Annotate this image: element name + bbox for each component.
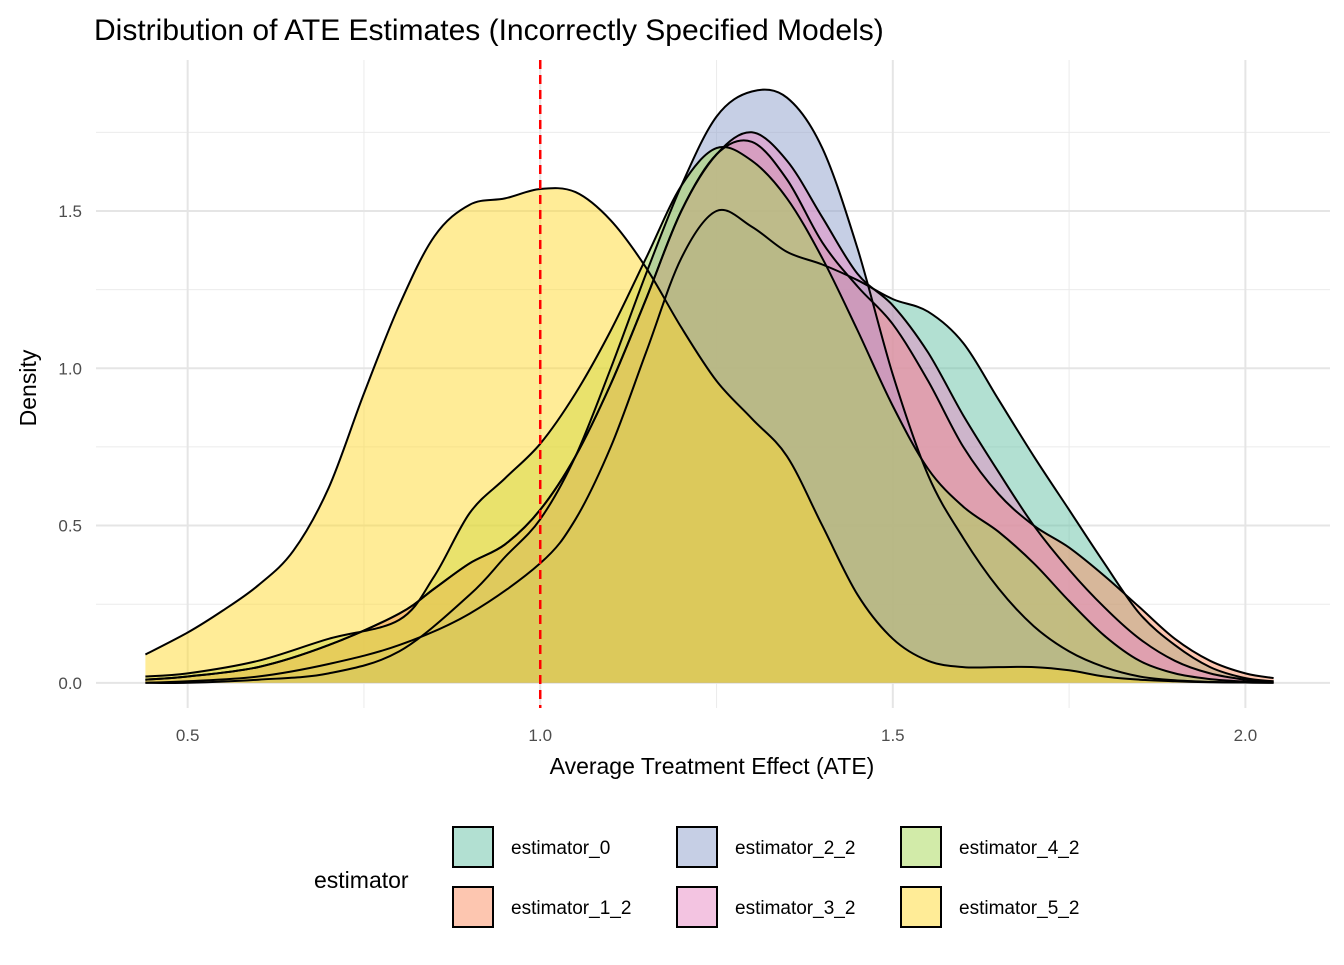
- legend: estimator estimator_0 estimator_1_2 estima…: [314, 826, 1079, 928]
- legend-label-estimator_0: estimator_0: [511, 838, 610, 859]
- legend-swatch-estimator_1_2: [452, 886, 494, 928]
- density-outline-estimator_3_2: [145, 131, 1274, 683]
- legend-label-estimator_4_2: estimator_4_2: [959, 838, 1079, 859]
- legend-title: estimator: [314, 867, 409, 893]
- legend-swatch-estimator_4_2: [900, 826, 942, 868]
- density-outline-estimator_5_2: [144, 187, 1274, 684]
- x-tick-label: 1.0: [528, 726, 552, 745]
- legend-swatch-estimator_2_2: [676, 826, 718, 868]
- axis-tick-labels: 0.5 1.0 1.5 2.0 0.0 0.5 1.0 1.5: [58, 202, 1257, 745]
- y-tick-label: 0.5: [58, 517, 82, 536]
- density-area-estimator_5_2: [145, 188, 1274, 683]
- chart-title: Distribution of ATE Estimates (Incorrect…: [94, 14, 884, 47]
- x-tick-label: 0.5: [176, 726, 200, 745]
- density-outline-estimator_0: [145, 208, 1274, 684]
- density-areas: [145, 89, 1274, 684]
- density-outlines: [144, 88, 1274, 685]
- legend-label-estimator_3_2: estimator_3_2: [735, 898, 855, 919]
- legend-label-estimator_2_2: estimator_2_2: [735, 838, 855, 859]
- y-axis-title: Density: [15, 349, 41, 426]
- y-tick-label: 1.5: [58, 202, 82, 221]
- legend-label-estimator_1_2: estimator_1_2: [511, 898, 631, 919]
- legend-swatch-estimator_5_2: [900, 886, 942, 928]
- legend-swatch-estimator_3_2: [676, 886, 718, 928]
- density-outline-estimator_4_2: [145, 146, 1274, 684]
- y-tick-label: 0.0: [58, 674, 82, 693]
- legend-label-estimator_5_2: estimator_5_2: [959, 898, 1079, 919]
- density-outline-estimator_2_2: [145, 88, 1274, 685]
- legend-swatch-estimator_0: [452, 826, 494, 868]
- x-tick-label: 1.5: [881, 726, 905, 745]
- y-tick-label: 1.0: [58, 359, 82, 378]
- x-tick-label: 2.0: [1234, 726, 1258, 745]
- x-axis-title: Average Treatment Effect (ATE): [550, 753, 875, 779]
